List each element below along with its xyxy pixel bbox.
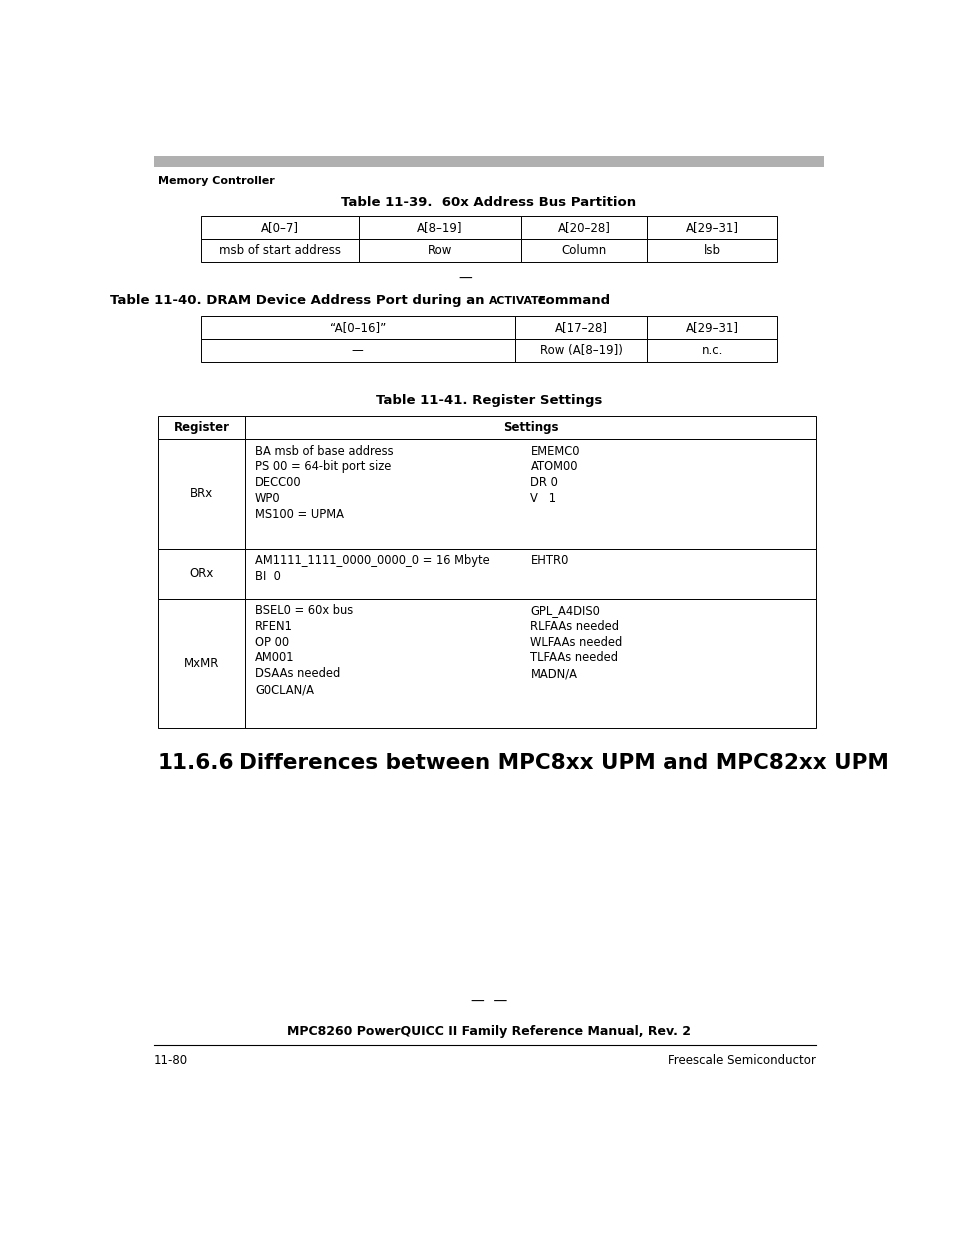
Text: MxMR: MxMR [184, 657, 219, 669]
Text: BI  0: BI 0 [254, 569, 280, 583]
FancyBboxPatch shape [200, 316, 515, 340]
Text: A[29–31]: A[29–31] [685, 221, 738, 233]
FancyBboxPatch shape [359, 216, 520, 240]
Text: Freescale Semiconductor: Freescale Semiconductor [667, 1055, 815, 1067]
Text: DR 0: DR 0 [530, 477, 558, 489]
FancyBboxPatch shape [158, 440, 245, 548]
FancyBboxPatch shape [515, 316, 647, 340]
Text: TLFAAs needed: TLFAAs needed [530, 651, 618, 664]
Text: Table 11-39.  60x Address Bus Partition: Table 11-39. 60x Address Bus Partition [341, 195, 636, 209]
Text: n.c.: n.c. [701, 345, 722, 357]
Text: EHTR0: EHTR0 [530, 555, 568, 567]
FancyBboxPatch shape [158, 599, 245, 727]
Text: —: — [352, 345, 363, 357]
Text: Row: Row [427, 245, 452, 257]
Text: V   1: V 1 [530, 492, 556, 505]
Text: A[0–7]: A[0–7] [260, 221, 298, 233]
FancyBboxPatch shape [245, 440, 815, 548]
Text: MS100 = UPMA: MS100 = UPMA [254, 508, 344, 521]
Text: BA msb of base address: BA msb of base address [254, 445, 394, 458]
Text: A[29–31]: A[29–31] [685, 321, 738, 335]
FancyBboxPatch shape [154, 156, 822, 168]
FancyBboxPatch shape [245, 599, 815, 727]
Text: ORx: ORx [189, 567, 213, 580]
Text: Settings: Settings [502, 421, 558, 435]
Text: MADN/A: MADN/A [530, 667, 577, 680]
Text: WLFAAs needed: WLFAAs needed [530, 636, 622, 648]
Text: MPC8260 PowerQUICC II Family Reference Manual, Rev. 2: MPC8260 PowerQUICC II Family Reference M… [287, 1025, 690, 1037]
Text: 11.6.6: 11.6.6 [158, 752, 234, 773]
Text: ATOM00: ATOM00 [530, 461, 578, 473]
FancyBboxPatch shape [200, 240, 359, 262]
Text: BSEL0 = 60x bus: BSEL0 = 60x bus [254, 604, 353, 618]
Text: Column: Column [561, 245, 606, 257]
Text: Register: Register [173, 421, 229, 435]
Text: A[8–19]: A[8–19] [416, 221, 462, 233]
FancyBboxPatch shape [647, 216, 777, 240]
Text: BRx: BRx [190, 488, 213, 500]
Text: AM1111_1111_0000_0000_0 = 16 Mbyte: AM1111_1111_0000_0000_0 = 16 Mbyte [254, 555, 489, 567]
Text: RLFAAs needed: RLFAAs needed [530, 620, 618, 632]
FancyBboxPatch shape [647, 240, 777, 262]
Text: 11-80: 11-80 [154, 1055, 188, 1067]
Text: command: command [533, 294, 610, 308]
Text: EMEMC0: EMEMC0 [530, 445, 579, 458]
FancyBboxPatch shape [520, 240, 647, 262]
FancyBboxPatch shape [359, 240, 520, 262]
Text: GPL_A4DIS0: GPL_A4DIS0 [530, 604, 599, 618]
Text: OP 00: OP 00 [254, 636, 289, 648]
FancyBboxPatch shape [158, 416, 245, 440]
FancyBboxPatch shape [520, 216, 647, 240]
Text: Row (A[8–19]): Row (A[8–19]) [539, 345, 622, 357]
Text: DECC00: DECC00 [254, 477, 301, 489]
FancyBboxPatch shape [245, 548, 815, 599]
Text: Differences between MPC8xx UPM and MPC82xx UPM: Differences between MPC8xx UPM and MPC82… [239, 752, 888, 773]
FancyBboxPatch shape [647, 340, 777, 362]
Text: ACTIVATE: ACTIVATE [488, 295, 546, 305]
Text: A[17–28]: A[17–28] [554, 321, 607, 335]
Text: Memory Controller: Memory Controller [158, 175, 274, 185]
FancyBboxPatch shape [515, 340, 647, 362]
Text: DSAAs needed: DSAAs needed [254, 667, 340, 680]
Text: Table 11-41. Register Settings: Table 11-41. Register Settings [375, 394, 601, 408]
Text: —  —: — — [471, 994, 506, 1008]
FancyBboxPatch shape [200, 340, 515, 362]
FancyBboxPatch shape [245, 416, 815, 440]
Text: WP0: WP0 [254, 492, 280, 505]
Text: lsb: lsb [703, 245, 720, 257]
FancyBboxPatch shape [158, 548, 245, 599]
Text: msb of start address: msb of start address [218, 245, 340, 257]
Text: G0CLAN/A: G0CLAN/A [254, 683, 314, 697]
Text: —: — [458, 272, 472, 287]
Text: RFEN1: RFEN1 [254, 620, 293, 632]
Text: Table 11-40. DRAM Device Address Port during an: Table 11-40. DRAM Device Address Port du… [110, 294, 488, 308]
Text: PS 00 = 64-bit port size: PS 00 = 64-bit port size [254, 461, 391, 473]
Text: A[20–28]: A[20–28] [558, 221, 610, 233]
FancyBboxPatch shape [647, 316, 777, 340]
Text: AM001: AM001 [254, 651, 294, 664]
FancyBboxPatch shape [200, 216, 359, 240]
Text: “A[0–16]”: “A[0–16]” [330, 321, 385, 335]
